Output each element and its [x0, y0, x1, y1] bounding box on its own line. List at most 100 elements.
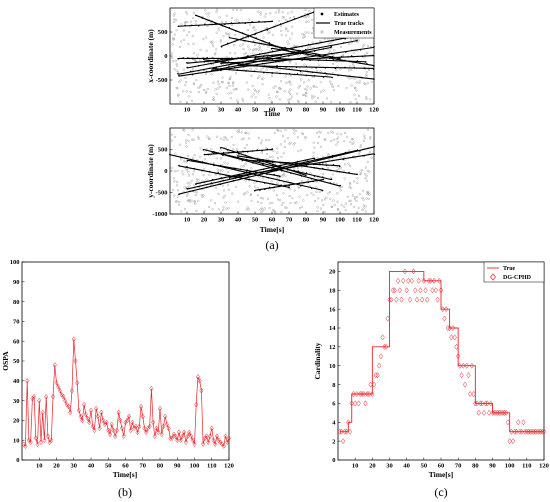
measurement-point — [187, 95, 190, 98]
measurement-point — [363, 134, 366, 137]
measurement-point — [241, 99, 245, 103]
estimate-point — [270, 57, 272, 60]
ospa-marker — [178, 437, 183, 444]
measurement-point — [343, 177, 346, 180]
measurement-point — [324, 138, 327, 141]
estimate-point — [348, 171, 350, 174]
dgcphd-marker — [413, 287, 418, 294]
measurement-point — [276, 151, 279, 154]
x-tick-label: 100 — [335, 107, 345, 114]
estimate-point — [344, 151, 347, 154]
estimate-point — [193, 167, 195, 170]
estimate-point — [235, 57, 238, 60]
measurement-point — [285, 19, 288, 22]
measurement-point — [367, 197, 370, 200]
measurement-point — [366, 51, 369, 55]
estimate-point — [182, 57, 185, 59]
estimate-point — [283, 166, 285, 168]
estimate-point — [233, 66, 236, 69]
ospa-marker — [92, 427, 97, 434]
ospa-marker — [99, 409, 104, 416]
measurement-point — [241, 97, 244, 100]
measurement-point — [184, 21, 187, 24]
legend-true-tracks-label: True tracks — [334, 21, 364, 27]
panel-a-top: 10 20 30 40 50 60 70 80 90 100 110 120 -500 0 500 Time… — [146, 7, 379, 118]
estimate-point — [236, 69, 239, 71]
dgcphd-marker — [359, 390, 365, 398]
measurement-point — [259, 13, 262, 16]
ospa-marker — [66, 403, 71, 410]
legend-measurements-marker — [320, 30, 324, 34]
legend-c: True DG-CPHD — [483, 261, 545, 283]
dgcphd-marker — [488, 400, 493, 407]
measurement-point — [178, 143, 182, 146]
measurement-point — [352, 141, 355, 144]
ospa-marker — [144, 429, 149, 436]
estimate-point — [191, 73, 194, 76]
estimate-point — [322, 178, 325, 181]
measurement-point — [194, 194, 197, 197]
measurement-point — [175, 180, 178, 184]
ospa-marker — [187, 429, 192, 436]
measurement-point — [217, 83, 220, 86]
estimate-point — [251, 21, 253, 23]
estimate-point — [245, 156, 248, 159]
measurement-point — [303, 34, 306, 37]
measurement-point — [239, 44, 242, 47]
measurement-point — [318, 190, 321, 194]
x-tick-label: 70 — [286, 217, 293, 224]
dgcphd-marker — [414, 296, 420, 303]
measurement-point — [294, 62, 297, 65]
measurement-point — [242, 47, 245, 50]
ospa-marker — [114, 427, 119, 434]
measurement-point — [215, 10, 218, 14]
measurement-point — [287, 99, 290, 102]
measurement-point — [263, 207, 266, 210]
measurement-point — [185, 139, 188, 142]
measurement-point — [222, 196, 225, 199]
measurement-point — [362, 204, 365, 207]
measurement-point — [180, 210, 183, 213]
estimate-point — [271, 167, 274, 169]
measurement-point — [225, 55, 228, 58]
measurement-point — [189, 20, 193, 23]
estimate-point — [366, 63, 368, 65]
x-tick-label: 80 — [303, 217, 310, 224]
measurement-point — [187, 43, 190, 46]
estimate-point — [227, 42, 229, 45]
ospa-marker — [176, 429, 181, 436]
measurement-point — [356, 177, 359, 180]
dgcphd-marker — [523, 428, 528, 435]
measurement-point — [319, 81, 322, 84]
measurement-point — [300, 78, 303, 81]
measurement-point — [347, 162, 350, 165]
measurement-point — [355, 81, 358, 84]
y-tick-label: 100 — [10, 259, 20, 266]
measurement-point — [273, 131, 276, 134]
measurement-point — [287, 12, 290, 15]
measurement-point — [288, 194, 291, 198]
dgcphd-marker — [401, 277, 406, 284]
measurement-point — [339, 166, 342, 169]
estimate-point — [296, 163, 298, 166]
dgcphd-marker — [485, 400, 490, 407]
estimate-point — [359, 48, 362, 51]
estimate-point — [304, 159, 307, 161]
estimate-point — [303, 181, 305, 184]
estimate-point — [266, 28, 269, 31]
measurement-point — [222, 209, 225, 212]
estimate-point — [276, 65, 278, 67]
measurement-point — [264, 139, 268, 142]
estimate-point — [322, 161, 324, 164]
measurement-point — [243, 192, 246, 195]
measurement-point — [329, 197, 332, 200]
measurement-point — [175, 199, 178, 203]
ospa-marker — [113, 433, 118, 440]
y-tick-label: 2 — [332, 438, 335, 445]
dgcphd-marker — [535, 428, 540, 435]
legend-measurements-label: Measurements — [334, 30, 372, 36]
measurement-point — [252, 27, 255, 30]
measurement-point — [253, 88, 256, 91]
ospa-marker — [32, 393, 37, 400]
estimate-point — [265, 160, 268, 163]
